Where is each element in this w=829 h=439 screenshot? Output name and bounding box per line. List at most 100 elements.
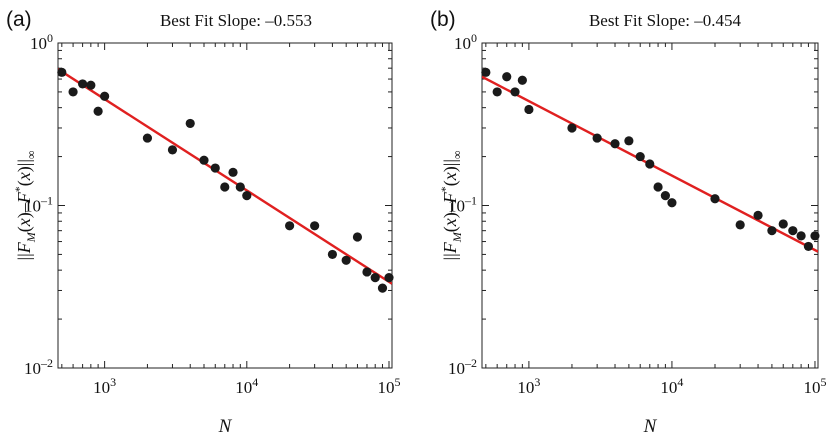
- data-point: [377, 283, 388, 293]
- data-point: [624, 136, 634, 146]
- y-label-part: ∞: [450, 151, 464, 160]
- y-label-part: F: [440, 241, 460, 254]
- data-point: [235, 182, 245, 192]
- data-point: [210, 163, 220, 173]
- data-point: [228, 167, 238, 177]
- data-point: [93, 106, 103, 116]
- y-label-part: M: [24, 231, 38, 243]
- data-point: [77, 79, 88, 89]
- data-point: [327, 249, 338, 260]
- y-label-part: M: [450, 231, 464, 243]
- y-label-part: ||: [440, 253, 460, 260]
- data-point: [735, 220, 745, 230]
- y-tick-label: 10–2: [448, 356, 477, 378]
- y-tick-label-exponent: –1: [40, 194, 53, 208]
- data-point: [185, 118, 195, 129]
- y-label-part: *: [12, 186, 26, 192]
- data-point: [803, 241, 814, 252]
- y-tick-label: 100: [30, 31, 53, 53]
- y-tick-label-exponent: –1: [464, 194, 477, 208]
- data-point: [384, 273, 394, 283]
- data-point: [68, 87, 78, 97]
- data-point: [635, 151, 645, 162]
- data-point: [710, 194, 720, 204]
- data-point: [796, 231, 806, 241]
- x-tick-label-exponent: 5: [394, 375, 400, 389]
- y-label-part: (: [14, 226, 35, 232]
- data-point: [142, 133, 153, 143]
- data-point: [341, 255, 351, 265]
- y-label-part: ||: [14, 253, 34, 260]
- y-tick-label-base: 10: [454, 34, 471, 53]
- data-point: [610, 139, 620, 149]
- data-point: [370, 273, 380, 283]
- y-label-part: )||: [440, 159, 461, 172]
- x-tick-label: 104: [235, 375, 258, 397]
- y-tick-label: 100: [454, 31, 477, 53]
- y-label-part: x: [440, 172, 460, 181]
- y-tick-label-exponent: –2: [464, 356, 477, 370]
- x-tick-label: 104: [660, 375, 683, 397]
- x-tick-label: 105: [803, 375, 826, 397]
- chart-title: Best Fit Slope: –0.454: [589, 11, 742, 30]
- y-label-part: *: [438, 186, 452, 192]
- data-point: [788, 226, 798, 236]
- y-tick-label-base: 10: [448, 359, 465, 378]
- x-tick-label: 103: [93, 375, 116, 397]
- plot-frame: [57, 42, 393, 369]
- y-label-part: F: [440, 191, 460, 204]
- data-point: [86, 80, 96, 90]
- data-point: [778, 219, 788, 229]
- y-tick-label-base: 10: [30, 34, 47, 53]
- x-tick-label-base: 10: [803, 378, 820, 397]
- data-point: [167, 145, 178, 155]
- data-point: [285, 221, 295, 231]
- y-axis-label: ||FM(x)–F*(x)||∞: [12, 151, 38, 261]
- y-label-part: (: [14, 180, 35, 186]
- best-fit-line: [58, 68, 392, 285]
- data-point: [199, 155, 209, 165]
- y-label-part: x: [14, 218, 34, 227]
- x-tick-label-exponent: 5: [820, 375, 826, 389]
- x-tick-label-base: 10: [660, 378, 677, 397]
- y-label-part: ∞: [24, 151, 38, 160]
- y-tick-label-exponent: 0: [471, 31, 477, 45]
- data-point: [502, 72, 512, 82]
- x-tick-label-base: 10: [235, 378, 252, 397]
- y-tick-label-base: 10: [24, 197, 41, 216]
- x-axis-label: N: [218, 416, 233, 437]
- data-point: [100, 91, 110, 101]
- data-point: [492, 87, 502, 97]
- data-point: [510, 87, 520, 97]
- data-point: [660, 191, 670, 201]
- y-label-part: )||: [14, 159, 35, 172]
- y-label-part: (: [440, 226, 461, 232]
- x-tick-label-exponent: 4: [677, 375, 683, 389]
- data-point: [667, 198, 677, 208]
- y-label-part: x: [14, 172, 34, 181]
- y-tick-label-base: 10: [24, 359, 41, 378]
- data-point: [310, 221, 320, 231]
- x-tick-label: 103: [517, 375, 540, 397]
- y-tick-label: 10–1: [448, 194, 477, 216]
- y-tick-label-exponent: –2: [40, 356, 53, 370]
- data-point: [567, 123, 577, 133]
- data-point: [645, 159, 655, 169]
- y-tick-label: 10–1: [24, 194, 53, 216]
- y-label-part: F: [14, 191, 34, 204]
- data-point: [517, 75, 527, 85]
- x-tick-label-exponent: 3: [110, 375, 116, 389]
- y-label-part: )–: [440, 202, 461, 218]
- data-point: [352, 232, 363, 242]
- data-point: [362, 267, 372, 277]
- x-tick-label-base: 10: [517, 378, 534, 397]
- y-tick-label-base: 10: [448, 197, 465, 216]
- y-label-part: x: [440, 218, 460, 227]
- y-tick-label-exponent: 0: [47, 31, 53, 45]
- data-point: [524, 104, 534, 115]
- x-tick-label-base: 10: [377, 378, 394, 397]
- data-point: [592, 133, 602, 143]
- x-tick-label-base: 10: [93, 378, 110, 397]
